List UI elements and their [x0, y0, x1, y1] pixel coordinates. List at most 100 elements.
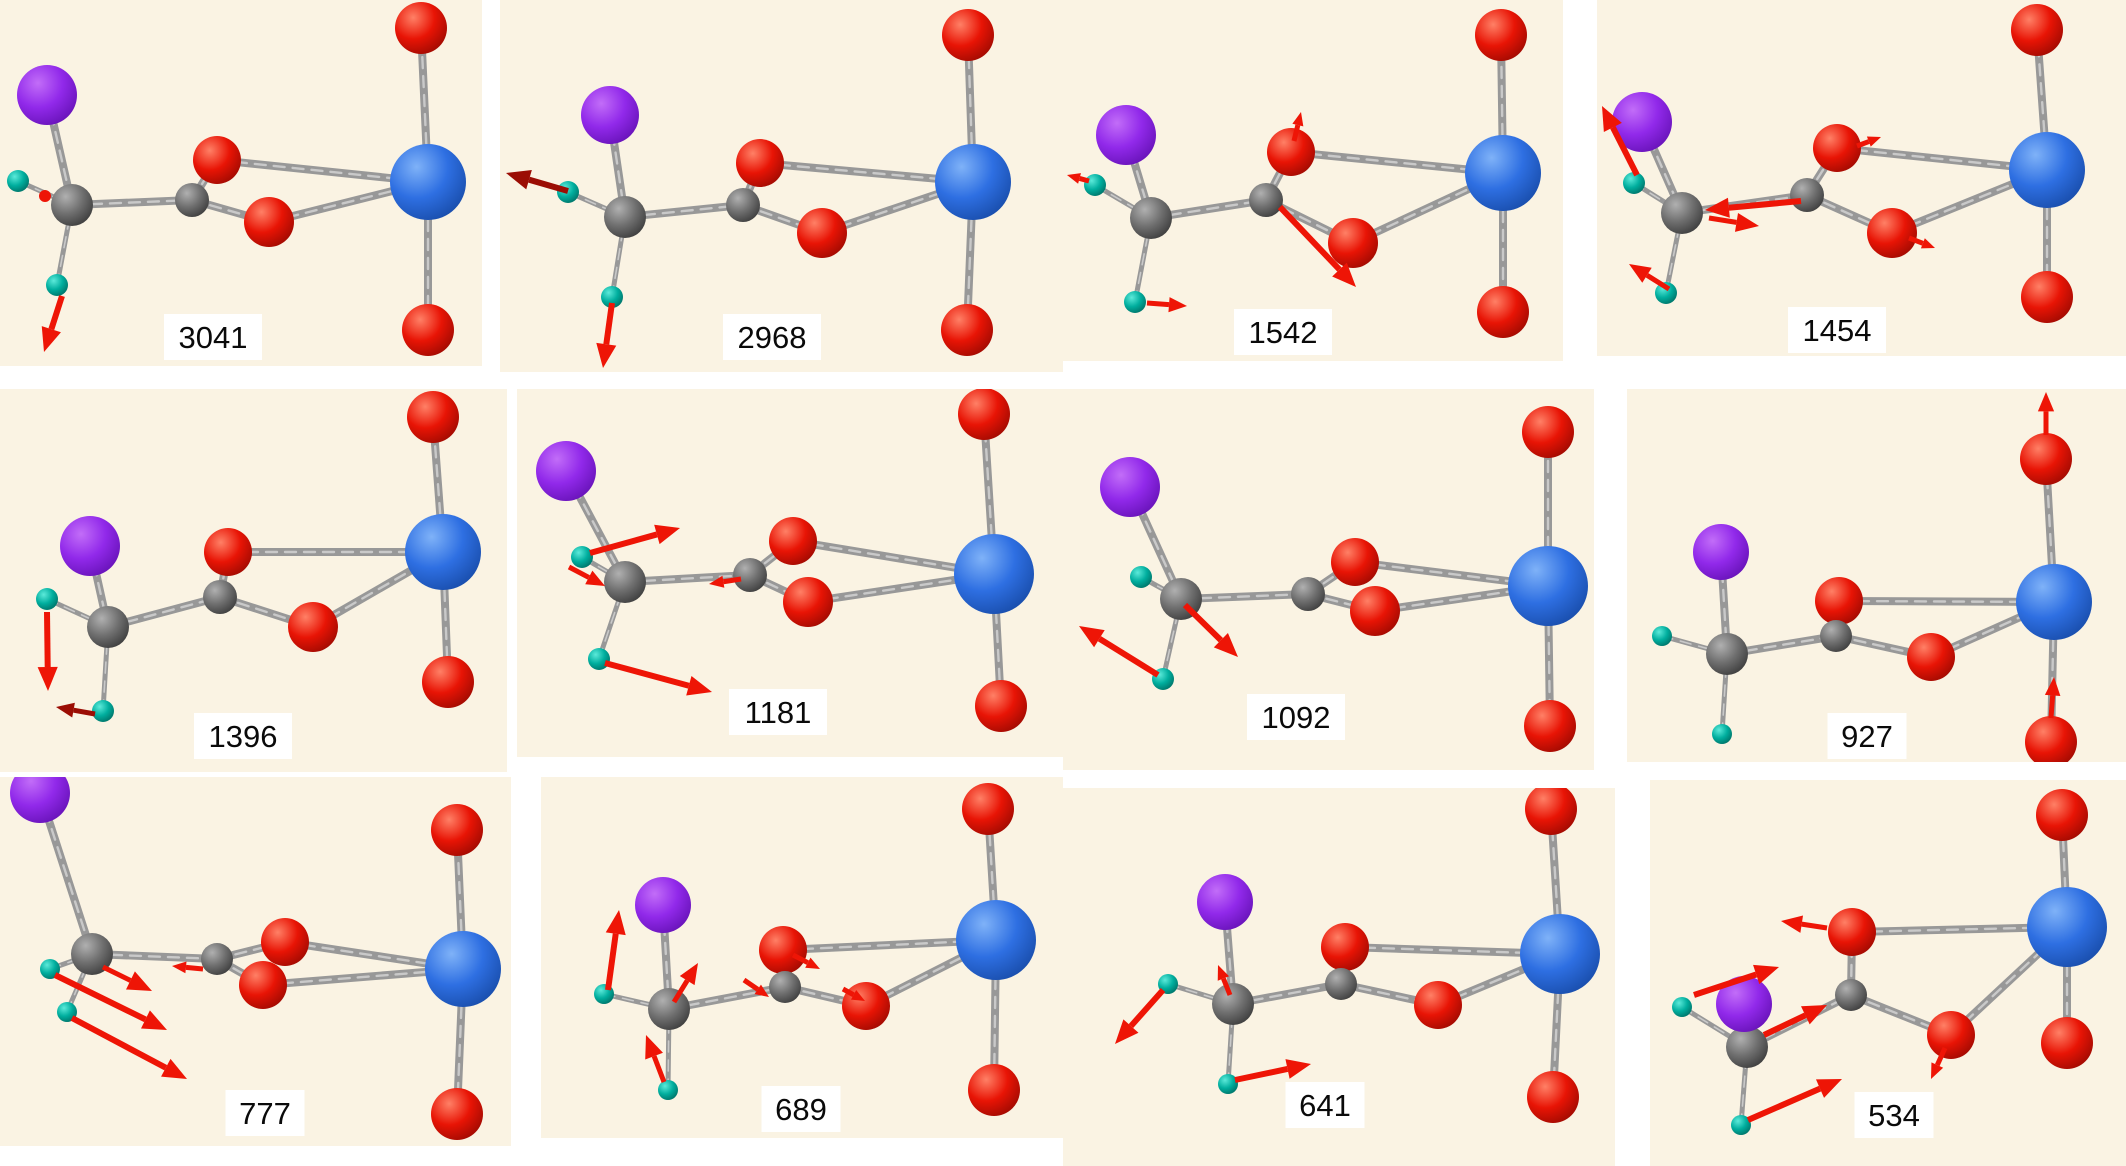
atom-metal-center [956, 900, 1036, 980]
displacement-arrow-shaft [1856, 139, 1870, 149]
mode-panel-1092: 1092 [1063, 389, 1594, 770]
atom-metal-center [1508, 546, 1588, 626]
atom-hydrogen-2 [1655, 282, 1677, 304]
frequency-label-box [1247, 694, 1345, 740]
bond-highlight [741, 203, 824, 235]
atom-oxygen-carboxylate-2 [1867, 208, 1917, 258]
displacement-arrow-shaft [841, 986, 855, 997]
displacement-arrow-head [1753, 964, 1779, 985]
atom-oxygen-carboxylate-2 [783, 577, 833, 627]
atom-bromine [536, 441, 596, 501]
atom-carbon-alpha [71, 933, 113, 975]
atom-bromine [10, 777, 70, 823]
atom-carbon-carboxyl [733, 558, 767, 592]
displacement-arrow-head [1217, 965, 1230, 981]
frequency-label: 927 [1841, 719, 1893, 754]
displacement-arrow-head [1079, 626, 1105, 648]
atom-bromine [1693, 524, 1749, 580]
displacement-arrow-shaft [1221, 977, 1233, 996]
atom-oxygen-carboxylate-2 [244, 197, 294, 247]
atom-metal-center [1520, 914, 1600, 994]
frequency-label-box [1854, 1092, 1934, 1138]
atom-oxygen-axial-bottom [2041, 1017, 2093, 1069]
atom-oxygen-axial-bottom [941, 304, 993, 356]
bond-highlight [102, 626, 109, 712]
frequency-label-box [1827, 713, 1907, 759]
atom-oxygen-axial-bottom [402, 304, 454, 356]
displacement-arrow-head [126, 971, 152, 991]
displacement-arrow-head [1602, 106, 1622, 132]
atom-oxygen-axial-top [1522, 406, 1574, 458]
displacement-arrow-head [585, 570, 605, 586]
mode-panel-1396: 1396 [0, 389, 507, 772]
frequency-label-box [1234, 309, 1332, 355]
atom-oxygen-carboxylate-2 [1328, 218, 1378, 268]
displacement-arrow-shaft [44, 611, 51, 668]
displacement-arrow-head [1920, 238, 1935, 249]
atom-carbon-carboxyl [1291, 577, 1325, 611]
displacement-arrow-shaft [528, 176, 569, 194]
molecule-rendering: 777 [10, 777, 501, 1140]
atom-hydrogen-1 [36, 588, 58, 610]
mode-panel-641: 641 [1063, 788, 1615, 1166]
atom-metal-center [405, 514, 481, 590]
displacement-arrow-head [2037, 392, 2055, 412]
displacement-arrow-head [1734, 212, 1759, 232]
displacement-arrow-shaft [603, 302, 615, 345]
atom-metal-center [2016, 564, 2092, 640]
displacement-arrow-head [1067, 173, 1081, 184]
atom-oxygen-carboxylate-2 [1927, 1011, 1975, 1059]
frequency-label: 1181 [745, 695, 812, 730]
displacement-arrow-head [41, 326, 61, 352]
displacement-arrow-head [645, 1035, 663, 1060]
atom-carbon-alpha [1706, 633, 1748, 675]
molecule-rendering: 534 [1672, 789, 2107, 1138]
atom-hydrogen-1 [1158, 974, 1178, 994]
displacement-arrow-head [1629, 264, 1652, 283]
frequency-label: 534 [1868, 1098, 1920, 1133]
atom-carbon-alpha [1130, 197, 1172, 239]
mode-panel-927: 927 [1627, 389, 2126, 762]
molecule-rendering: 927 [1652, 392, 2092, 762]
atom-oxygen-carboxylate-1 [736, 139, 784, 187]
displacement-arrow-shaft [1610, 126, 1640, 177]
atom-hydrogen-2 [46, 274, 68, 296]
atom-oxygen-axial-top [395, 2, 447, 54]
displacement-arrow-shaft [604, 660, 690, 689]
atom-oxygen-axial-top [958, 389, 1010, 440]
atom-carbon-alpha [51, 184, 93, 226]
frequency-label-box [723, 314, 821, 360]
frequency-label: 1396 [209, 719, 278, 754]
atom-oxygen-axial-bottom [1527, 1071, 1579, 1123]
displacement-arrow-shaft [651, 1055, 667, 1083]
displacement-arrow-head [1705, 197, 1730, 218]
atom-oxygen-carboxylate-2 [842, 982, 890, 1030]
atom-bromine [1197, 874, 1253, 930]
atom-oxygen-carboxylate-2 [797, 208, 847, 258]
atom-metal-center [2009, 132, 2085, 208]
mode-panel-2968: 2968 [500, 0, 1063, 372]
atom-oxygen-carboxylate-2 [1350, 586, 1400, 636]
bond-highlight [1124, 133, 1153, 220]
atom-oxygen-axial-top [962, 783, 1014, 835]
displacement-arrow-shaft [1146, 300, 1170, 308]
atom-oxygen-axial-top [407, 391, 459, 443]
displacement-arrow-shaft [605, 933, 619, 991]
displacement-arrow-shaft [48, 295, 65, 331]
atom-carbon-carboxyl [726, 188, 760, 222]
frequency-label: 689 [775, 1092, 827, 1127]
frequency-label: 1542 [1249, 315, 1318, 350]
displacement-arrow-shaft [1291, 124, 1301, 142]
mode-panel-534: 534 [1650, 780, 2126, 1166]
bond-highlight [603, 993, 670, 1010]
molecule-rendering: 1454 [1602, 4, 2085, 353]
displacement-arrow-shaft [791, 952, 810, 965]
displacement-arrow-head [141, 1010, 167, 1030]
frequency-label: 1092 [1262, 700, 1331, 735]
frequency-label-box [761, 1086, 841, 1132]
frequency-label-box [194, 713, 292, 759]
frequency-label: 1454 [1803, 313, 1872, 348]
atom-carbon-alpha [1726, 1026, 1768, 1068]
bond-highlight [283, 940, 465, 971]
atom-hydrogen-2 [658, 1080, 678, 1100]
